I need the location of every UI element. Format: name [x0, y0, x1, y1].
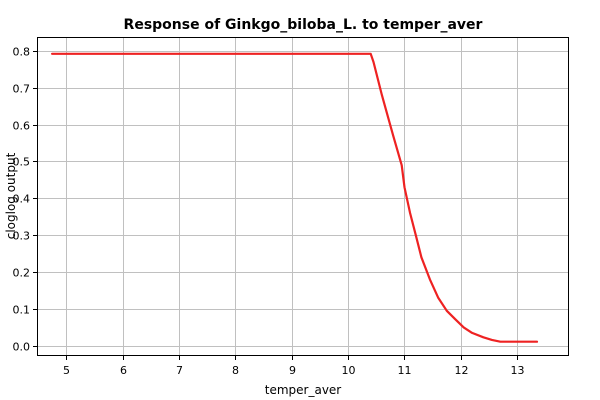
- x-tick-label: 6: [120, 364, 127, 377]
- y-tick-label: 0.6: [13, 120, 31, 133]
- chart-title: Response of Ginkgo_biloba_L. to temper_a…: [124, 17, 483, 33]
- x-tick-label: 12: [455, 364, 469, 377]
- plot-frame: [37, 37, 569, 356]
- grid-lines: [38, 38, 568, 355]
- y-axis-label: cloglog output: [4, 152, 18, 239]
- x-axis-label: temper_aver: [265, 383, 342, 397]
- x-tick-label: 9: [289, 364, 296, 377]
- series-layer: [50, 52, 539, 343]
- y-tick-label: 0.3: [13, 230, 31, 243]
- y-tick-label: 0.4: [13, 193, 31, 206]
- y-tick-label: 0.8: [13, 46, 31, 59]
- x-tick-label: 8: [232, 364, 239, 377]
- x-tick-label: 5: [63, 364, 70, 377]
- x-tick-labels: 5 6 7 8 9 10 11 12 13: [63, 364, 525, 377]
- y-tick-label: 0.5: [13, 156, 31, 169]
- series-line-0: [50, 52, 539, 343]
- y-tick-labels: 0.0 0.1 0.2 0.3 0.4 0.5 0.6 0.7 0.8: [13, 46, 31, 354]
- x-tick-label: 11: [398, 364, 412, 377]
- y-tick-label: 0.2: [13, 267, 31, 280]
- y-tick-label: 0.0: [13, 341, 31, 354]
- x-tick-label: 10: [342, 364, 356, 377]
- y-tick-label: 0.7: [13, 83, 31, 96]
- x-tick-label: 13: [511, 364, 525, 377]
- x-tick-label: 7: [176, 364, 183, 377]
- y-tick-label: 0.1: [13, 304, 31, 317]
